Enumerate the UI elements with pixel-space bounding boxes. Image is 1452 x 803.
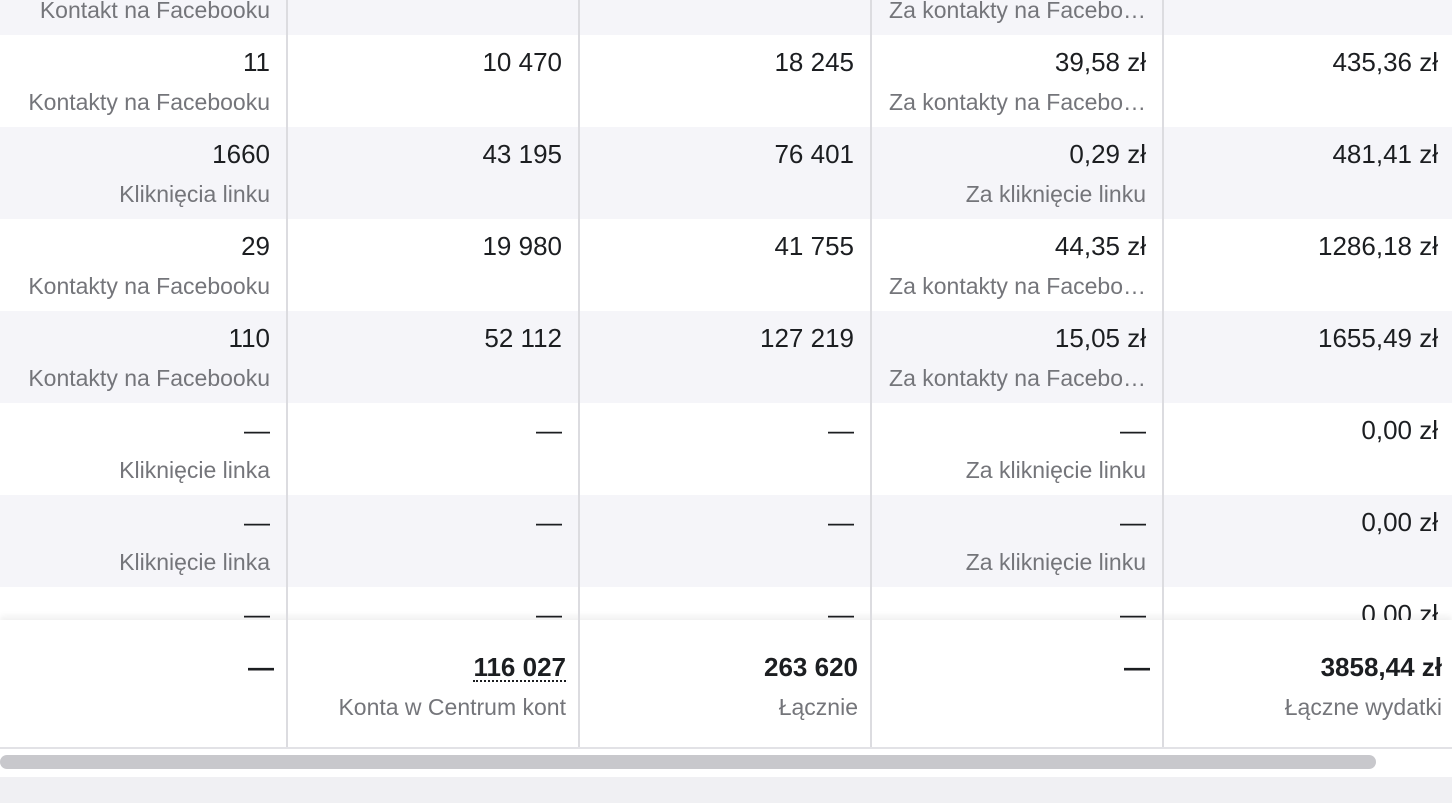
cell-value: 0,29 zł [1069, 139, 1146, 169]
cell-label: Za kliknięcie linku [965, 457, 1146, 483]
cell-value: — [244, 507, 270, 537]
cell-label: Za kliknięcie linku [965, 549, 1146, 575]
cell-value: — [1120, 507, 1146, 537]
cell-value: — [536, 599, 562, 620]
cell-value: 29 [241, 231, 270, 261]
cell-value: — [244, 599, 270, 620]
cell-label: Łączne wydatki [1284, 694, 1442, 720]
bottom-bar [0, 777, 1452, 803]
cell-value: 41 755 [774, 231, 854, 261]
cell-label: Za kontakty na Facebo… [889, 365, 1146, 391]
cell-value: 435,36 zł [1332, 47, 1438, 77]
cell-value: 52 112 [484, 323, 562, 353]
cell-label: Kontakt na Facebooku [39, 0, 270, 23]
cell-value: — [536, 507, 562, 537]
table-row: 11 Kontakty na Facebooku 10 470 18 245 39,58… [0, 35, 1452, 127]
cell-label: Kontakty na Facebooku [28, 365, 270, 391]
cell-value: — [828, 507, 854, 537]
cell-label: Kliknięcie linka [119, 549, 270, 575]
cell-label: Łącznie [778, 694, 858, 720]
cell-value: 39,58 zł [1054, 47, 1146, 77]
cell-value: 18 245 [774, 47, 854, 77]
cell-value: 76 401 [774, 139, 854, 169]
table-row: 110 Kontakty na Facebooku 52 112 127 219 15,… [0, 311, 1452, 403]
cell-value: 1655,49 zł [1318, 323, 1438, 353]
cell-value: 11 [243, 47, 270, 77]
cell-value: — [1124, 652, 1150, 682]
table-row: 29 Kontakty na Facebooku 19 980 41 755 44,35… [0, 219, 1452, 311]
cell-value: — [244, 415, 270, 445]
cell-label: Za kontakty na Facebo… [889, 89, 1146, 115]
column-divider [578, 0, 580, 747]
column-divider [870, 0, 872, 747]
cell-value: 10 470 [482, 47, 562, 77]
cell-value: 0,00 zł [1361, 507, 1438, 537]
cell-value: 110 [228, 323, 270, 353]
table-body: Kontakt na Facebooku Za kontakty na Faceb… [0, 0, 1452, 620]
cell-label: Kontakty na Facebooku [28, 89, 270, 115]
cell-value: 43 195 [482, 139, 562, 169]
cell-label: Kontakty na Facebooku [28, 273, 270, 299]
cell-value: — [248, 652, 274, 682]
cell-value: 1660 [212, 139, 270, 169]
table-row: — Kliknięcie linka — — — Za kliknięcie linku 0… [0, 403, 1452, 495]
cell-value: 19 980 [482, 231, 562, 261]
cell-value: 481,41 zł [1332, 139, 1438, 169]
cell-label: Za kliknięcie linku [965, 181, 1146, 207]
scrollbar-thumb[interactable] [0, 755, 1376, 769]
cell-value: 127 219 [760, 323, 854, 353]
cell-label: Konta w Centrum kont [338, 694, 566, 720]
table-row: — Kliknięcie linka — — — Za kliknięcie linku 0… [0, 495, 1452, 587]
cell-value: — [1120, 599, 1146, 620]
cell-value: 116 027 [473, 652, 566, 682]
cell-value: — [536, 415, 562, 445]
table-row: Kontakt na Facebooku Za kontakty na Faceb… [0, 0, 1452, 35]
cell-value: — [828, 415, 854, 445]
cell-value: 0,00 zł [1361, 599, 1438, 620]
cell-value: 0,00 zł [1361, 415, 1438, 445]
cell-value: 3858,44 zł [1320, 652, 1442, 682]
cell-label: Kliknięcie linka [119, 457, 270, 483]
cell-label: Kliknięcia linku [119, 181, 270, 207]
cell-value: — [828, 599, 854, 620]
cell-value: 44,35 zł [1054, 231, 1146, 261]
cell-value: 1286,18 zł [1318, 231, 1438, 261]
cell-value: 15,05 zł [1054, 323, 1146, 353]
cell-label: Za kontakty na Facebo… [889, 273, 1146, 299]
cell-value: 263 620 [764, 652, 858, 682]
column-divider [286, 0, 288, 747]
table-row: 1660 Kliknięcia linku 43 195 76 401 0,29 zł Z… [0, 127, 1452, 219]
cell-value: — [1120, 415, 1146, 445]
totals-row: — 116 027 Konta w Centrum kont 263 620 Łączn… [0, 620, 1452, 749]
cell-label: Za kontakty na Facebo… [889, 0, 1146, 23]
column-divider [1162, 0, 1164, 747]
table-row: — — — — 0,00 zł [0, 587, 1452, 620]
